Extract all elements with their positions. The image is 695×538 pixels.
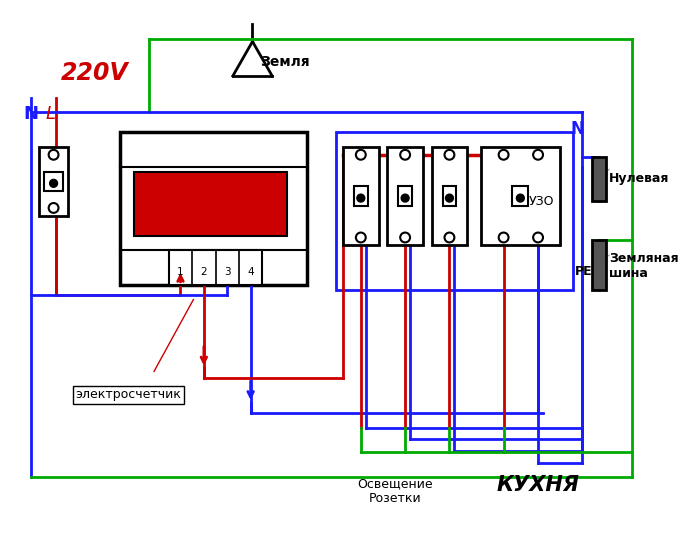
Bar [343, 147, 379, 245]
Text: Земля: Земля [261, 55, 310, 69]
Circle shape [400, 150, 410, 160]
Circle shape [533, 150, 543, 160]
Circle shape [533, 232, 543, 243]
Bar [39, 147, 68, 216]
Circle shape [445, 150, 455, 160]
Bar [443, 186, 457, 206]
Circle shape [401, 194, 409, 202]
Text: 4: 4 [247, 267, 254, 277]
Text: N: N [23, 104, 38, 123]
Bar [512, 186, 528, 206]
Bar [481, 147, 559, 245]
Text: N: N [571, 121, 584, 138]
Text: L: L [46, 104, 56, 123]
Text: 1: 1 [177, 267, 183, 277]
Circle shape [499, 150, 509, 160]
Text: электросчетчик: электросчетчик [75, 388, 181, 401]
Text: КУХНЯ: КУХНЯ [496, 475, 580, 495]
Circle shape [49, 150, 58, 160]
Bar [336, 132, 573, 289]
Bar [387, 147, 423, 245]
Text: Земляная
шина: Земляная шина [609, 252, 678, 280]
Circle shape [499, 232, 509, 243]
Bar [398, 186, 412, 206]
Bar [592, 157, 606, 201]
Bar [432, 147, 467, 245]
Text: 220V: 220V [60, 61, 128, 85]
Circle shape [49, 179, 58, 187]
Circle shape [357, 194, 365, 202]
Circle shape [356, 150, 366, 160]
Circle shape [445, 232, 455, 243]
Circle shape [400, 232, 410, 243]
Text: Нулевая: Нулевая [609, 172, 669, 185]
Text: 2: 2 [201, 267, 207, 277]
Text: 3: 3 [224, 267, 231, 277]
Circle shape [356, 232, 366, 243]
Bar [354, 186, 368, 206]
Bar [44, 172, 63, 191]
Bar [120, 132, 306, 285]
Text: УЗО: УЗО [528, 195, 554, 208]
Bar [169, 250, 262, 285]
Circle shape [445, 194, 453, 202]
Circle shape [49, 203, 58, 213]
Bar [134, 172, 287, 236]
Bar [592, 240, 606, 289]
Circle shape [516, 194, 524, 202]
Text: PE: PE [575, 265, 592, 278]
Text: Освещение
Розетки: Освещение Розетки [357, 477, 433, 505]
